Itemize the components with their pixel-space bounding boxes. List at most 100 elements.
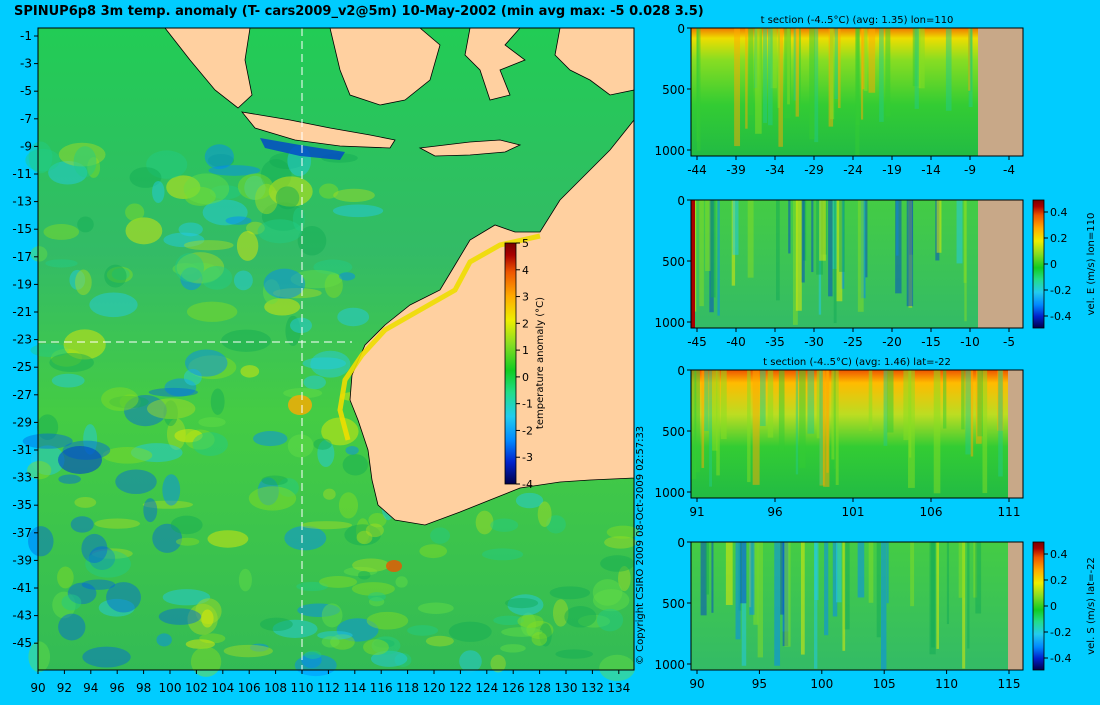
- section-y-tick-label: 500: [662, 255, 685, 269]
- section-x-tick-label: -9: [964, 163, 976, 177]
- section-streak: [752, 370, 760, 485]
- map-eddy: [50, 348, 83, 367]
- map-eddy: [263, 268, 306, 299]
- map-x-tick-label: 108: [264, 681, 287, 695]
- map-eddy: [82, 646, 131, 668]
- map-eddy: [425, 635, 454, 647]
- section-streak: [855, 28, 860, 156]
- section-panel-frame: [690, 369, 1024, 499]
- section-colorbar-tick-label: 0: [1050, 600, 1057, 613]
- section-x-tick-label: -39: [726, 163, 746, 177]
- section-streak: [749, 542, 755, 615]
- section-panel-title: t section (-4..5°C) (avg: 1.35) lon=110: [761, 15, 954, 26]
- map-eddy: [30, 246, 48, 262]
- section-streak: [696, 28, 701, 151]
- section-y-tick-label: 1000: [654, 316, 685, 330]
- map-eddy: [166, 418, 186, 450]
- map-eddy: [297, 603, 340, 617]
- map-eddy: [537, 501, 552, 527]
- section-y-tick-label: 0: [677, 194, 685, 208]
- map-eddy: [313, 438, 332, 450]
- map-eddy: [604, 536, 637, 549]
- map-eddy: [148, 387, 198, 397]
- map-eddy: [183, 240, 234, 251]
- section-streak: [819, 200, 826, 261]
- map-eddy: [272, 619, 318, 638]
- section-colorbar-label: vel. S (m/s) lat=-22: [1086, 557, 1097, 655]
- map-colorbar-tick-label: -4: [522, 478, 533, 491]
- section-streak: [705, 200, 711, 272]
- section-x-tick-label: -40: [726, 335, 746, 349]
- section-panel-1: t section (-4..5°C) (avg: 1.35) lon=110 0…: [654, 15, 1024, 177]
- map-eddy: [225, 216, 252, 225]
- section-x-tick-label: -24: [843, 163, 863, 177]
- section-streak: [795, 28, 799, 117]
- map-eddy: [130, 443, 183, 463]
- section-streak: [828, 200, 833, 297]
- section-streak: [823, 370, 830, 487]
- map-eddy: [366, 611, 409, 630]
- map-eddy: [172, 263, 198, 275]
- map-eddy: [317, 439, 335, 468]
- map-eddy: [164, 378, 197, 397]
- map-eddy: [481, 548, 524, 561]
- map-eddy: [184, 349, 228, 377]
- section-x-tick-label: -45: [687, 335, 707, 349]
- map-eddy: [195, 598, 222, 625]
- section-streak: [691, 370, 697, 480]
- map-eddy: [73, 146, 97, 178]
- map-colorbar-tick-label: 2: [522, 317, 529, 330]
- section-streak: [811, 200, 814, 273]
- map-x-tick-label: 114: [343, 681, 366, 695]
- map-x-axis: 90 92 94 96 98 100 102 104 106 108 110 112 114 116 118…: [30, 670, 630, 695]
- map-x-tick-label: 90: [30, 681, 45, 695]
- section-panel-title: t section (-4..5°C) (avg: 1.46) lat=-22: [763, 357, 951, 368]
- map-eddy: [129, 167, 162, 188]
- section-streak: [861, 28, 865, 90]
- map-eddy: [223, 644, 273, 658]
- section-x-tick-label: 101: [842, 505, 865, 519]
- map-eddy: [520, 612, 537, 636]
- map-colorbar-label: temperature anomaly (°C): [535, 297, 546, 429]
- section-seabed: [978, 28, 1023, 156]
- map-colorbar-tick-label: 3: [522, 291, 529, 304]
- section-colorbar: [1032, 199, 1045, 329]
- map-eddy: [507, 594, 544, 616]
- section-panel-2: 0 500 1000-45 -40 -35 -30 -25 -20 -15 -10 -5 0.4 0.2…: [654, 194, 1097, 349]
- map-eddy: [332, 204, 384, 218]
- map-warm-eddy: [386, 560, 402, 572]
- map-eddy: [592, 589, 630, 612]
- map-y-tick-label: -33: [12, 471, 32, 485]
- map-eddy: [176, 252, 225, 283]
- section-streak: [741, 542, 747, 666]
- map-eddy: [61, 594, 82, 611]
- map-eddy: [371, 636, 401, 655]
- section-y-tick-label: 500: [662, 597, 685, 611]
- map-y-tick-label: -29: [12, 415, 32, 429]
- map-eddy: [526, 620, 554, 640]
- section-streak: [886, 542, 889, 604]
- section-seabed: [978, 200, 1023, 328]
- section-streak: [816, 370, 821, 439]
- section-streak: [760, 370, 766, 427]
- map-y-tick-label: -45: [12, 636, 32, 650]
- section-colorbar-tick-label: 0: [1050, 258, 1057, 271]
- section-streak: [910, 542, 915, 607]
- map-eddy: [106, 266, 133, 283]
- section-streak: [885, 28, 891, 117]
- section-streak: [832, 542, 838, 617]
- map-x-tick-label: 118: [396, 681, 419, 695]
- section-colorbar-label: vel. E (m/s) lon=110: [1086, 213, 1097, 316]
- section-streak: [962, 542, 966, 669]
- map-x-tick-label: 122: [449, 681, 472, 695]
- map-eddy: [261, 475, 288, 486]
- section-streak: [763, 28, 768, 123]
- map-eddy: [296, 581, 329, 592]
- map-eddy: [352, 558, 390, 572]
- section-panel-3: t section (-4..5°C) (avg: 1.46) lat=-22 0…: [654, 357, 1024, 519]
- map-eddy: [500, 644, 526, 653]
- section-streak: [946, 542, 950, 625]
- map-eddy: [338, 272, 356, 281]
- section-colorbar-tick-label: 0.2: [1050, 232, 1068, 245]
- map-eddy: [201, 265, 233, 290]
